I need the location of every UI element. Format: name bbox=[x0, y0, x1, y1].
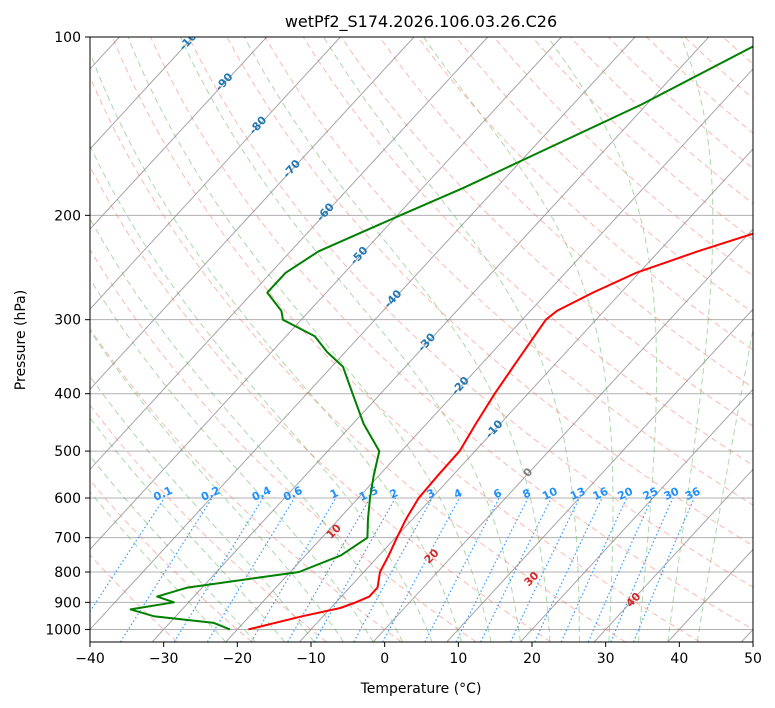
x-tick-label: −40 bbox=[75, 651, 105, 667]
isotherm-line bbox=[90, 37, 489, 471]
mixing-ratio-line bbox=[455, 497, 529, 642]
dry-adiabats bbox=[90, 37, 753, 642]
isotherm-line bbox=[90, 37, 415, 390]
isotherm-line bbox=[299, 148, 753, 642]
isotherm-line bbox=[90, 37, 562, 551]
mixing-ratio-line bbox=[382, 497, 461, 642]
mixing-ratio-label: 16 bbox=[591, 485, 611, 503]
dry-adiabat-line bbox=[417, 37, 753, 351]
x-tick-label: −10 bbox=[296, 651, 326, 667]
mixing-ratio-line bbox=[633, 497, 695, 642]
isotherm-line bbox=[151, 37, 710, 642]
dry-adiabat-line bbox=[264, 37, 753, 506]
mixing-ratio-line bbox=[510, 497, 580, 642]
moist-adiabat-line bbox=[423, 37, 614, 642]
isotherms bbox=[90, 37, 753, 642]
dry-adiabat-line bbox=[379, 37, 753, 389]
plot-area bbox=[90, 37, 753, 642]
x-tick-label: 40 bbox=[670, 651, 688, 667]
temperature-profile-line bbox=[248, 232, 753, 631]
y-tick-label: 700 bbox=[54, 531, 81, 547]
y-tick-label: 800 bbox=[54, 565, 81, 581]
mixing-ratio-label: 30 bbox=[662, 485, 682, 503]
dry-adiabat-line bbox=[150, 37, 753, 630]
dry-adiabat-line bbox=[302, 37, 753, 466]
mixing-ratio-line bbox=[480, 497, 552, 642]
dry-adiabat-line bbox=[90, 75, 626, 642]
y-tick-label: 200 bbox=[54, 208, 81, 224]
profile-series bbox=[129, 45, 753, 631]
y-tick-label: 900 bbox=[54, 595, 81, 611]
isotherm-line bbox=[446, 308, 753, 642]
mixing-ratio-line bbox=[173, 497, 264, 642]
moist-adiabat-line bbox=[90, 375, 315, 642]
mixing-ratio-label: 25 bbox=[641, 485, 660, 503]
isotherm-line bbox=[593, 468, 753, 642]
y-tick-label: 300 bbox=[54, 313, 81, 329]
y-tick-label: 400 bbox=[54, 387, 81, 403]
mixing-ratio-label: 10 bbox=[540, 485, 560, 503]
x-tick-label: 0 bbox=[380, 651, 389, 667]
mixing-ratio-line bbox=[353, 497, 433, 642]
moist-adiabat-line bbox=[243, 37, 551, 642]
x-tick-label: −20 bbox=[223, 651, 253, 667]
y-tick-label: 600 bbox=[54, 491, 81, 507]
isotherm-line bbox=[520, 388, 753, 642]
isotherm-line bbox=[372, 228, 753, 642]
mixing-ratio-label: 20 bbox=[616, 485, 636, 503]
x-tick-label: −30 bbox=[149, 651, 179, 667]
moist-adiabat-line bbox=[90, 417, 286, 642]
x-tick-label: 10 bbox=[449, 651, 467, 667]
mixing-ratio-lines bbox=[90, 497, 695, 642]
mixing-ratio-label: 36 bbox=[683, 485, 703, 503]
moist-adiabat-line bbox=[90, 217, 404, 642]
mixing-ratio-line bbox=[119, 497, 213, 642]
isotherm-line bbox=[90, 37, 636, 631]
mixing-ratio-line bbox=[534, 497, 603, 642]
dry-adiabat-line bbox=[340, 37, 753, 427]
moist-adiabat-line bbox=[90, 329, 345, 642]
chart-title: wetPf2_S174.2026.106.03.26.C26 bbox=[285, 12, 557, 32]
isotherm-line bbox=[90, 37, 341, 310]
mixing-ratio-label: 13 bbox=[568, 485, 587, 503]
x-tick-label: 20 bbox=[523, 651, 541, 667]
isotherm-line bbox=[90, 37, 194, 150]
isotherm-line bbox=[90, 37, 268, 230]
x-axis-ticks: −40 −30 −20 −10 0 10 20 30 40 50 bbox=[75, 642, 762, 667]
y-tick-label: 100 bbox=[54, 30, 81, 46]
x-axis-label: Temperature (°C) bbox=[360, 681, 482, 697]
y-axis-ticks: 100 200 300 400 500 600 700 800 900 1000 bbox=[45, 30, 90, 638]
moist-adiabat-line bbox=[127, 37, 492, 642]
x-tick-label: 50 bbox=[744, 651, 762, 667]
plot-frame bbox=[89, 36, 754, 643]
dewpoint-profile-line bbox=[129, 45, 753, 631]
dry-adiabat-line bbox=[111, 37, 701, 642]
dry-adiabat-line bbox=[90, 479, 253, 642]
moist-adiabat-line bbox=[323, 37, 580, 642]
dry-adiabat-line bbox=[188, 37, 753, 588]
mixing-ratio-line bbox=[610, 497, 674, 642]
dry-adiabat-line bbox=[90, 248, 477, 642]
moist-adiabat-line bbox=[179, 37, 521, 642]
dry-adiabat-line bbox=[90, 554, 178, 642]
mixing-ratio-line bbox=[424, 497, 500, 642]
y-tick-label: 500 bbox=[54, 444, 81, 460]
moist-adiabat-line bbox=[547, 37, 658, 642]
moist-adiabat-line bbox=[90, 51, 462, 642]
mixing-ratio-line bbox=[587, 497, 653, 642]
dry-adiabat-line bbox=[90, 165, 552, 642]
moist-adiabat-line bbox=[90, 144, 433, 642]
mixing-ratio-line bbox=[560, 497, 628, 642]
isotherm-line bbox=[225, 68, 753, 642]
y-axis-label: Pressure (hPa) bbox=[13, 290, 29, 390]
x-tick-label: 30 bbox=[597, 651, 615, 667]
y-tick-label: 1000 bbox=[45, 622, 81, 638]
